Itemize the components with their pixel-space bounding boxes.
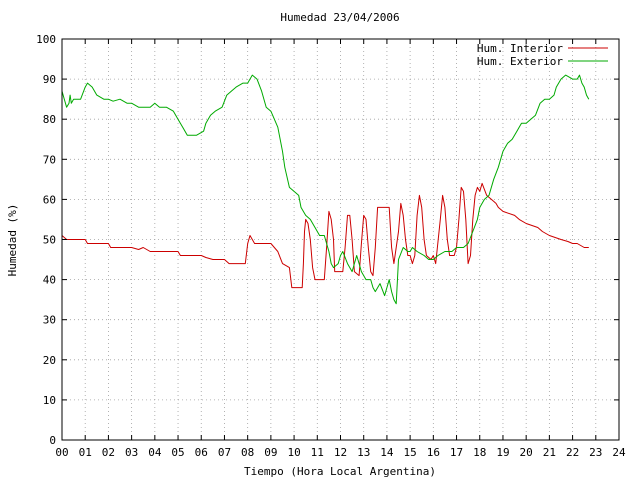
y-tick-label: 0 [49, 434, 56, 447]
x-tick-label: 15 [404, 446, 417, 459]
x-axis-ticks: 00 01 02 03 04 05 06 07 08 09 10 11 12 13 14 15 16 17 18 19… [55, 39, 626, 459]
y-tick-label: 20 [43, 354, 56, 367]
y-tick-label: 40 [43, 274, 56, 287]
x-tick-label: 07 [218, 446, 231, 459]
x-tick-label: 20 [520, 446, 533, 459]
x-tick-label: 16 [427, 446, 440, 459]
y-tick-label: 100 [36, 33, 56, 46]
x-tick-label: 09 [264, 446, 277, 459]
x-tick-label: 00 [55, 446, 68, 459]
y-axis-label: Humedad (%) [6, 204, 19, 277]
x-tick-label: 04 [148, 446, 162, 459]
x-tick-label: 11 [311, 446, 324, 459]
x-tick-label: 06 [195, 446, 208, 459]
x-tick-label: 22 [566, 446, 579, 459]
legend-entry-interior: Hum. Interior [477, 42, 563, 55]
y-tick-label: 50 [43, 234, 56, 247]
x-tick-label: 13 [357, 446, 370, 459]
y-tick-label: 30 [43, 314, 56, 327]
chart-title: Humedad 23/04/2006 [280, 11, 399, 24]
x-tick-label: 17 [450, 446, 463, 459]
series-layer [61, 74, 590, 305]
x-axis-label: Tiempo (Hora Local Argentina) [244, 465, 436, 478]
legend-entry-exterior: Hum. Exterior [477, 55, 563, 68]
grid-lines [62, 39, 619, 440]
x-tick-label: 14 [380, 446, 394, 459]
y-tick-label: 10 [43, 394, 56, 407]
x-tick-label: 05 [171, 446, 184, 459]
x-tick-label: 23 [589, 446, 602, 459]
x-tick-label: 01 [79, 446, 92, 459]
y-tick-label: 70 [43, 153, 56, 166]
y-tick-label: 80 [43, 113, 56, 126]
x-tick-label: 12 [334, 446, 347, 459]
y-tick-label: 60 [43, 193, 56, 206]
x-tick-label: 21 [543, 446, 556, 459]
x-tick-label: 19 [496, 446, 509, 459]
y-axis-ticks: 0 10 20 30 40 50 60 70 80 90 100 [36, 33, 619, 447]
x-tick-label: 24 [612, 446, 626, 459]
y-tick-label: 90 [43, 73, 56, 86]
x-tick-label: 08 [241, 446, 254, 459]
series-line-interior [61, 182, 589, 289]
x-tick-label: 02 [102, 446, 115, 459]
series-line-exterior [61, 74, 590, 305]
x-tick-label: 03 [125, 446, 138, 459]
legend: Hum. Interior Hum. Exterior [477, 42, 608, 68]
x-tick-label: 10 [287, 446, 300, 459]
x-tick-label: 18 [473, 446, 486, 459]
